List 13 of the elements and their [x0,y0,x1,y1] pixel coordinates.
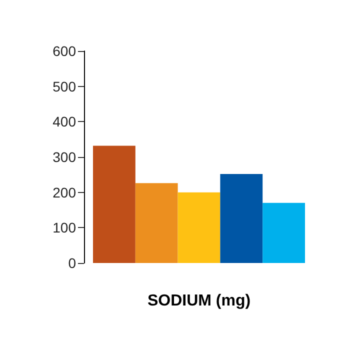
bar [93,146,136,263]
bar [135,183,178,263]
y-tick-label: 500 [52,78,76,94]
x-axis-title: SODIUM (mg) [147,292,251,310]
y-tick-label: 200 [52,184,76,200]
bar [262,202,305,263]
y-tick-label: 0 [68,255,76,271]
bar [178,192,220,263]
y-tick-label: 600 [52,43,76,59]
bar [220,174,263,263]
y-tick-label: 400 [52,114,76,130]
y-tick-label: 100 [52,220,76,236]
y-tick-label: 300 [52,149,76,165]
